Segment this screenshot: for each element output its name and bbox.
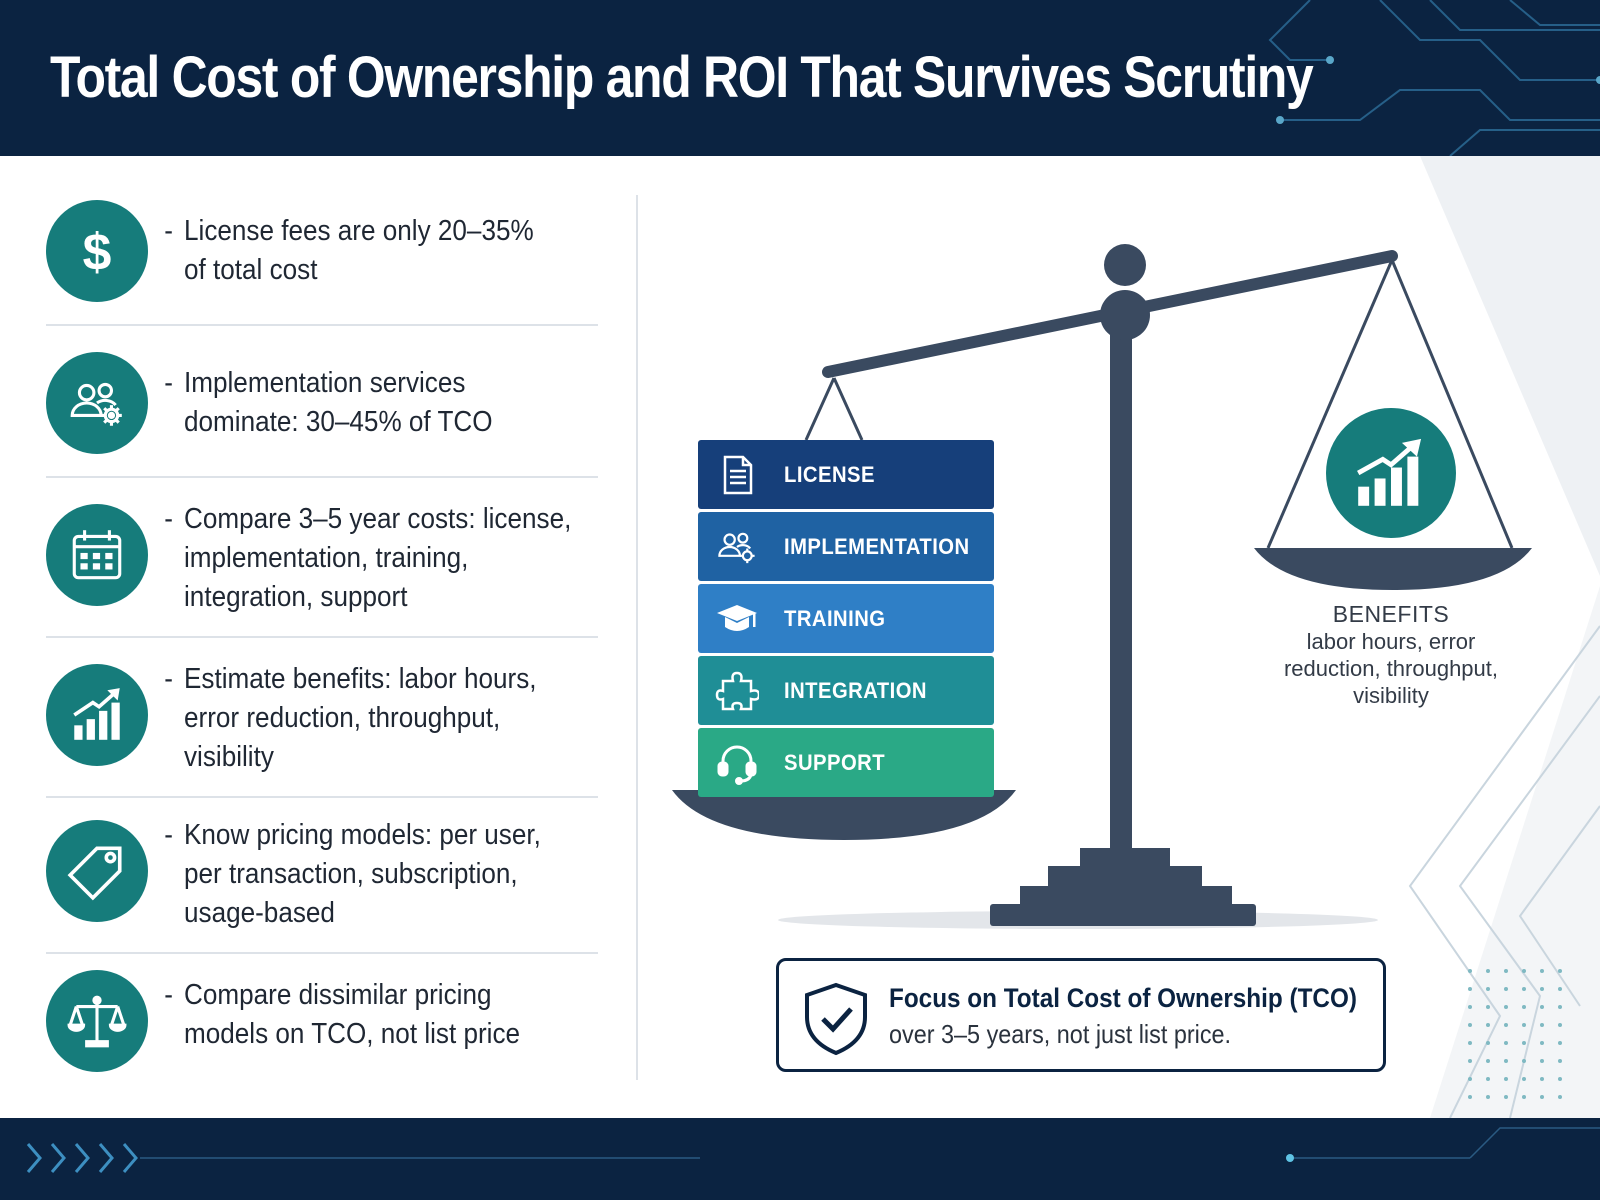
list-item-text: - License fees are only 20–35% of total … (164, 212, 534, 290)
divider (46, 636, 598, 638)
team-gear-icon (712, 522, 762, 572)
text-line: error reduction, throughput, (184, 702, 501, 734)
growth-chart-icon (46, 664, 148, 766)
puzzle-icon (712, 666, 762, 716)
dollar-icon: $ (46, 200, 148, 302)
divider (46, 952, 598, 954)
text-line: Compare 3–5 year costs: license, (184, 503, 572, 535)
background-decoration (1408, 156, 1600, 1118)
headset-icon (712, 738, 762, 788)
text-line: per transaction, subscription, (184, 858, 518, 890)
list-item-text: - Compare 3–5 year costs: license, imple… (164, 500, 572, 617)
divider (46, 324, 598, 326)
list-item-text: - Compare dissimilar pricing models on T… (164, 976, 521, 1054)
column-divider (636, 195, 638, 1080)
cost-block-label: LICENSE (784, 461, 875, 487)
divider (46, 476, 598, 478)
list-item-text: - Know pricing models: per user, per tra… (164, 816, 541, 933)
cost-block-label: SUPPORT (784, 749, 886, 775)
footer-decoration (26, 1127, 1600, 1173)
header-banner: Total Cost of Ownership and ROI That Sur… (0, 0, 1600, 156)
list-item-text: - Implementation services dominate: 30–4… (164, 364, 493, 442)
divider (46, 796, 598, 798)
text-line: of total cost (184, 254, 318, 286)
text-line: License fees are only 20–35% (184, 215, 534, 247)
bullet-dash: - (164, 819, 173, 851)
cost-block-implementation: IMPLEMENTATION (698, 512, 994, 581)
bullet-dash: - (164, 503, 173, 535)
growth-chart-icon (1326, 408, 1456, 538)
circuit-decoration (1268, 0, 1600, 156)
callout-title: Focus on Total Cost of Ownership (TCO) (889, 983, 1357, 1013)
balance-scale-icon (46, 970, 148, 1072)
text-line: implementation, training, (184, 542, 469, 574)
text-line: models on TCO, not list price (184, 1018, 521, 1050)
cost-block-support: SUPPORT (698, 728, 994, 797)
document-icon (712, 450, 762, 500)
benefits-caption: BENEFITS labor hours, error reduction, t… (1250, 600, 1532, 709)
list-item-text: - Estimate benefits: labor hours, error … (164, 660, 537, 777)
text-line: Compare dissimilar pricing (184, 979, 492, 1011)
svg-text:$: $ (83, 223, 112, 281)
page-title: Total Cost of Ownership and ROI That Sur… (50, 45, 1314, 110)
callout-body: over 3–5 years, not just list price. (889, 1019, 1232, 1049)
text-line: Implementation services (184, 367, 466, 399)
text-line: integration, support (184, 581, 408, 613)
cost-block-label: INTEGRATION (784, 677, 927, 703)
cost-block-training: TRAINING (698, 584, 994, 653)
text-line: Know pricing models: per user, (184, 819, 541, 851)
text-line: usage-based (184, 897, 335, 929)
benefits-line: visibility (1353, 683, 1429, 708)
bullet-dash: - (164, 367, 173, 399)
footer-band (0, 1118, 1600, 1200)
benefits-title: BENEFITS (1332, 601, 1450, 627)
bullet-dash: - (164, 215, 173, 247)
tco-callout: Focus on Total Cost of Ownership (TCO) o… (776, 958, 1386, 1072)
bullet-dash: - (164, 663, 173, 695)
team-gear-icon (46, 352, 148, 454)
cost-block-label: TRAINING (784, 605, 886, 631)
price-tag-icon (46, 820, 148, 922)
cost-block-integration: INTEGRATION (698, 656, 994, 725)
bullet-dash: - (164, 979, 173, 1011)
cost-block-label: IMPLEMENTATION (784, 533, 970, 559)
benefits-line: reduction, throughput, (1283, 656, 1499, 681)
text-line: Estimate benefits: labor hours, (184, 663, 537, 695)
benefits-line: labor hours, error (1306, 629, 1476, 654)
shield-check-icon (805, 982, 867, 1056)
graduation-cap-icon (712, 594, 762, 644)
text-line: dominate: 30–45% of TCO (184, 406, 493, 438)
text-line: visibility (184, 741, 274, 773)
cost-block-license: LICENSE (698, 440, 994, 509)
calendar-icon (46, 504, 148, 606)
